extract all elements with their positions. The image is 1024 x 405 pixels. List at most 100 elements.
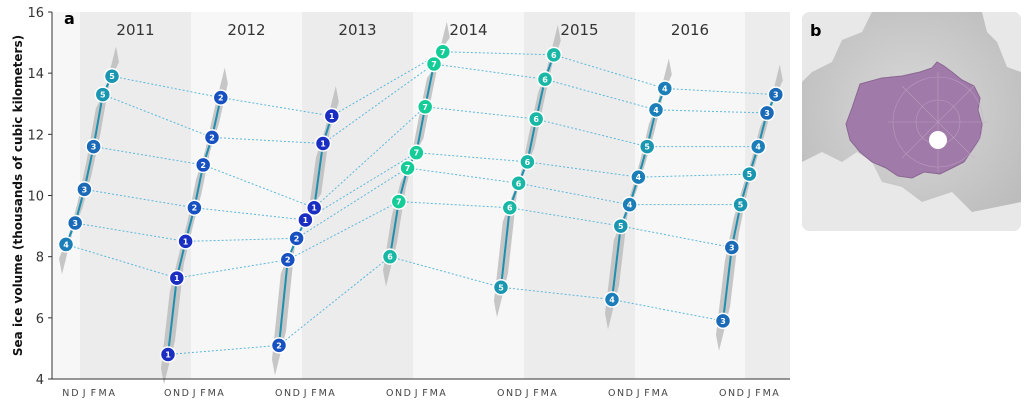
year-band xyxy=(745,12,790,379)
month-tick-label: O xyxy=(719,388,727,399)
month-tick-label: M xyxy=(208,388,217,399)
month-tick-label: O xyxy=(275,388,283,399)
sea-ice-volume-chart: 2011 2012 2013 2014 2015 2016 433355111222222… xyxy=(11,6,790,399)
map-graticule xyxy=(888,72,988,172)
month-tick-label: A xyxy=(217,388,224,399)
month-tick-label: M xyxy=(652,388,661,399)
data-point-rank: 4 xyxy=(662,84,668,93)
uncertainty-band xyxy=(383,21,450,287)
data-point-rank: 3 xyxy=(82,185,88,194)
y-tick-label: 8 xyxy=(36,251,44,266)
year-label: 2014 xyxy=(449,21,487,39)
data-point xyxy=(57,236,75,253)
y-tick-label: 4 xyxy=(36,373,44,388)
month-connector xyxy=(620,225,732,248)
year-band xyxy=(524,12,635,379)
data-point xyxy=(630,168,647,186)
sea-ice-extent xyxy=(845,61,983,179)
month-tick-label: M xyxy=(541,388,550,399)
data-point-rank: 2 xyxy=(285,256,291,265)
month-tick-label: M xyxy=(430,388,439,399)
month-tick-label: O xyxy=(497,388,505,399)
month-tick-label: A xyxy=(772,388,779,399)
y-axis-title: Sea ice volume (thousands of cubic kilom… xyxy=(11,35,25,356)
month-tick-label: O xyxy=(164,388,172,399)
uncertainty-band xyxy=(161,67,228,385)
month-tick-label: D xyxy=(71,388,79,399)
data-point-rank: 6 xyxy=(516,179,522,188)
month-tick-label: F xyxy=(91,388,97,399)
month-connector xyxy=(167,344,280,356)
data-point-rank: 3 xyxy=(91,143,97,152)
data-point xyxy=(212,89,230,106)
month-connector xyxy=(536,118,648,148)
month-connector xyxy=(527,161,639,178)
data-point xyxy=(767,86,785,103)
data-points: 4333551112222222111167777775666666454454… xyxy=(57,43,785,363)
month-tick-label: D xyxy=(737,388,745,399)
month-tick-label: D xyxy=(515,388,523,399)
month-connector xyxy=(176,259,288,279)
data-point xyxy=(741,165,758,183)
data-point xyxy=(177,233,194,250)
map-landmass xyxy=(982,12,1021,72)
data-point-rank: 1 xyxy=(329,112,335,121)
data-point xyxy=(159,346,177,363)
month-tick-label: N xyxy=(506,388,514,399)
y-tick-label: 16 xyxy=(27,6,44,21)
month-tick-label: N xyxy=(173,388,181,399)
month-tick-label: J xyxy=(747,388,751,399)
data-point-rank: 1 xyxy=(183,237,189,246)
month-connector xyxy=(211,136,324,145)
month-tick-label: F xyxy=(755,388,761,399)
data-point-rank: 5 xyxy=(100,91,106,100)
map-landmass xyxy=(802,152,1021,231)
data-point xyxy=(612,217,630,235)
month-connector xyxy=(322,63,435,144)
month-connector xyxy=(655,109,768,114)
month-tick-label: J xyxy=(636,388,640,399)
year-label: 2016 xyxy=(671,21,709,39)
month-connector xyxy=(398,201,510,209)
data-point xyxy=(103,67,121,85)
data-point-rank: 2 xyxy=(218,94,224,103)
data-point xyxy=(66,214,84,232)
data-point-rank: 3 xyxy=(773,91,779,100)
data-point-rank: 2 xyxy=(209,133,215,142)
data-point xyxy=(545,46,563,64)
data-point xyxy=(194,156,212,174)
uncertainty-band xyxy=(494,24,561,318)
month-tick-label: D xyxy=(626,388,634,399)
pole-hole xyxy=(929,131,947,149)
panel-a-label: a xyxy=(64,9,75,28)
month-connector xyxy=(194,207,306,221)
month-tick-label: O xyxy=(386,388,394,399)
panel-b-label: b xyxy=(810,21,821,40)
data-point-rank: 3 xyxy=(720,317,726,326)
data-point-rank: 1 xyxy=(311,204,317,213)
data-point-rank: 6 xyxy=(507,204,513,213)
data-point xyxy=(527,110,545,128)
month-connector xyxy=(65,243,177,279)
data-point-rank: 6 xyxy=(525,158,531,167)
data-point-rank: 4 xyxy=(636,173,642,182)
month-tick-label: D xyxy=(182,388,190,399)
data-point-rank: 6 xyxy=(551,51,557,60)
month-connector xyxy=(331,51,444,117)
month-tick-label: D xyxy=(404,388,412,399)
data-point-rank: 7 xyxy=(414,149,420,158)
data-point xyxy=(723,239,741,256)
month-connector xyxy=(296,167,408,239)
data-point-rank: 3 xyxy=(729,243,735,252)
data-point-rank: 7 xyxy=(431,60,437,69)
month-connector xyxy=(611,298,724,322)
data-point-rank: 7 xyxy=(396,198,402,207)
data-point xyxy=(732,196,749,213)
month-connector xyxy=(433,63,546,80)
data-point xyxy=(425,55,443,73)
data-point xyxy=(76,181,93,198)
data-point xyxy=(314,135,332,152)
y-tick-label: 12 xyxy=(27,128,44,143)
